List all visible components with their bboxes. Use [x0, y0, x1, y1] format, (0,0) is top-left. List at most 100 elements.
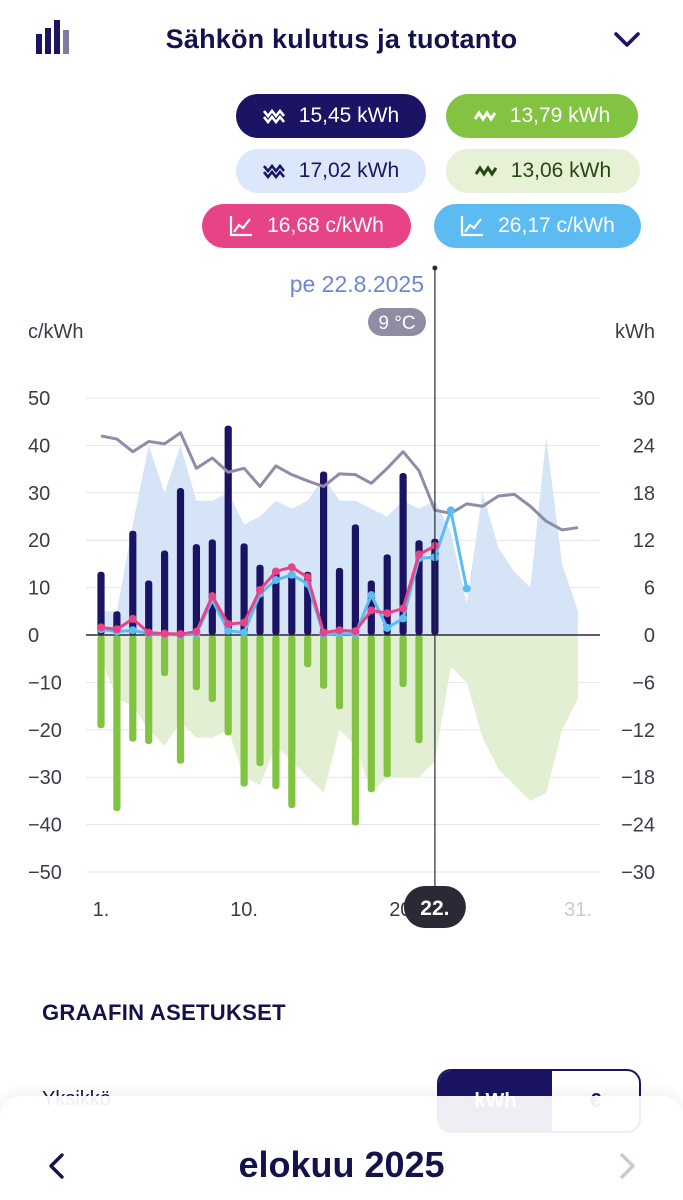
- consumption-bar: [224, 425, 232, 635]
- consumption-bar: [129, 530, 137, 635]
- left-tick-label: −10: [28, 672, 62, 694]
- production-bar: [320, 635, 328, 689]
- chevron-right-icon[interactable]: [616, 1152, 638, 1180]
- consumption-compare-pill[interactable]: 17,02 kWh: [236, 149, 426, 193]
- price-point: [399, 604, 408, 613]
- production-bar: [192, 635, 200, 691]
- consumption-icon: [262, 108, 285, 125]
- x-tick-label: 1.: [93, 899, 110, 921]
- price-point: [367, 606, 376, 615]
- production-compare-area: [101, 635, 578, 801]
- consumption-compare-area: [101, 437, 578, 635]
- selected-date: pe 22.8.2025: [290, 271, 424, 297]
- price-point: [287, 563, 296, 572]
- production-bar: [145, 635, 153, 745]
- production-bar: [208, 635, 216, 703]
- right-tick-label: −30: [621, 862, 655, 884]
- price-compare-value: 26,17 c/kWh: [498, 214, 615, 237]
- price-point: [319, 628, 328, 637]
- left-tick-label: −40: [28, 815, 62, 837]
- production-bar: [161, 635, 169, 677]
- left-tick-label: 0: [28, 625, 39, 647]
- consumption-value: 15,45 kWh: [298, 104, 400, 127]
- price-point: [335, 626, 344, 635]
- price-compare-point: [128, 626, 137, 635]
- right-tick-label: 12: [633, 530, 655, 552]
- settings-title: GRAAFIN ASETUKSET: [42, 1000, 286, 1025]
- price-point: [351, 627, 360, 636]
- price-compare-point: [383, 623, 392, 632]
- production-bar: [129, 635, 137, 742]
- price-compare-point: [462, 584, 471, 593]
- consumption-production-chart[interactable]: c/kWh kWh 50 40 30 20 10 0 −10 −20 −30 −40 −50 30 24 18…: [0, 260, 683, 940]
- price-point: [256, 585, 264, 594]
- right-axis-label: kWh: [615, 321, 655, 343]
- production-bar: [383, 635, 391, 778]
- left-tick-label: 30: [28, 483, 50, 505]
- right-tick-label: −6: [632, 672, 655, 694]
- left-tick-label: 20: [28, 530, 50, 552]
- price-point: [128, 614, 137, 623]
- consumption-compare-icon: [262, 163, 285, 180]
- temperature-badge: [368, 308, 426, 336]
- right-tick-label: −18: [621, 767, 655, 789]
- production-bar: [256, 635, 264, 767]
- consumption-bar: [145, 580, 153, 635]
- production-bar: [335, 635, 344, 710]
- consumption-compare-value: 17,02 kWh: [298, 159, 400, 182]
- price-compare-point: [287, 570, 296, 579]
- consumption-bar: [288, 574, 296, 635]
- price-chart-icon: [230, 216, 253, 237]
- production-compare-pill[interactable]: 13,06 kWh: [446, 149, 640, 193]
- production-bar: [176, 635, 185, 764]
- price-point: [97, 623, 105, 632]
- consumption-bar: [399, 473, 407, 635]
- left-axis-label: c/kWh: [28, 321, 84, 343]
- consumption-bar: [335, 567, 344, 635]
- right-tick-label: 30: [633, 388, 655, 410]
- price-point: [112, 625, 121, 634]
- consumption-pill[interactable]: 15,45 kWh: [236, 94, 426, 138]
- consumption-bar: [240, 543, 248, 635]
- temperature-value: 9 °C: [378, 313, 415, 334]
- production-bar: [224, 635, 232, 736]
- price-point: [383, 609, 392, 618]
- x-tick-label: 10.: [230, 899, 258, 921]
- price-pill[interactable]: 16,68 c/kWh: [202, 204, 411, 248]
- production-icon: [473, 110, 496, 122]
- price-point: [271, 567, 280, 576]
- left-tick-label: 40: [28, 435, 50, 457]
- consumption-bar: [256, 564, 264, 635]
- production-bar: [272, 635, 280, 790]
- consumption-bar: [176, 488, 185, 635]
- left-tick-label: −50: [28, 862, 62, 884]
- price-compare-pill[interactable]: 26,17 c/kWh: [434, 204, 641, 248]
- price-point: [176, 630, 185, 639]
- price-point: [415, 550, 423, 559]
- production-bar: [288, 635, 296, 809]
- production-pill[interactable]: 13,79 kWh: [446, 94, 638, 138]
- price-point: [160, 629, 169, 638]
- price-compare-point: [399, 614, 408, 623]
- selected-day-label: 22.: [420, 897, 449, 920]
- price-line: [100, 544, 436, 636]
- month-navigation: elokuu 2025: [0, 1096, 683, 1200]
- bar-chart-icon[interactable]: [36, 20, 76, 54]
- price-compare-point: [446, 506, 455, 515]
- production-bar: [304, 635, 312, 668]
- consumption-bar: [351, 524, 359, 635]
- selected-day-badge: [403, 886, 466, 928]
- left-tick-label: 10: [28, 578, 50, 600]
- consumption-bar: [97, 571, 105, 635]
- right-tick-label: 24: [633, 435, 655, 457]
- selection-cursor-top: [432, 265, 438, 271]
- consumption-bar: [208, 539, 216, 635]
- production-bar: [97, 635, 105, 729]
- temperature-line: [100, 431, 579, 532]
- chevron-down-icon[interactable]: [612, 28, 642, 52]
- right-tick-label: 6: [644, 578, 655, 600]
- price-compare-chart-icon: [461, 216, 484, 237]
- chevron-left-icon[interactable]: [46, 1152, 68, 1180]
- page-title: Sähkön kulutus ja tuotanto: [165, 24, 518, 54]
- right-tick-label: 0: [644, 625, 655, 647]
